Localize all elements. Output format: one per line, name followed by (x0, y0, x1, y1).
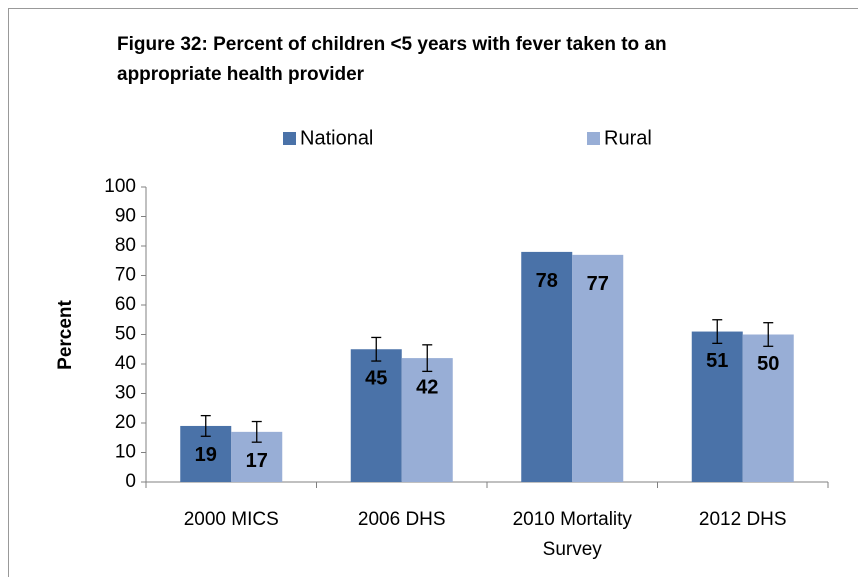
legend-swatch (283, 132, 296, 145)
data-label: 42 (416, 376, 438, 398)
y-tick-label: 20 (115, 412, 136, 433)
y-tick-label: 70 (115, 265, 136, 286)
y-tick-label: 40 (115, 353, 136, 374)
data-label: 50 (757, 353, 779, 375)
y-tick-label: 90 (115, 206, 136, 227)
legend-label: Rural (604, 127, 652, 149)
y-tick-label: 50 (115, 324, 136, 345)
legend-label: National (300, 127, 373, 149)
bar (742, 334, 794, 482)
bar (691, 331, 743, 482)
y-tick-label: 30 (115, 383, 136, 404)
y-tick-label: 10 (115, 442, 136, 463)
bar (350, 349, 402, 482)
bar (572, 254, 624, 482)
data-label: 45 (365, 368, 387, 390)
data-label: 17 (246, 450, 268, 472)
data-label: 78 (536, 270, 558, 292)
bar (521, 251, 573, 482)
data-label: 19 (195, 444, 217, 466)
legend-swatch (587, 132, 600, 145)
y-tick-label: 0 (125, 471, 136, 492)
y-tick-label: 60 (115, 294, 136, 315)
data-label: 77 (587, 273, 609, 295)
y-tick-label: 100 (104, 176, 136, 197)
y-axis-label: Percent (55, 299, 76, 369)
chart-title: Figure 32: Percent of children <5 years … (117, 34, 667, 85)
y-tick-label: 80 (115, 235, 136, 256)
x-tick-label: 2012 DHS (698, 509, 787, 530)
bar (401, 358, 453, 482)
x-tick-label: 2006 DHS (357, 509, 446, 530)
data-label: 51 (706, 350, 728, 372)
x-tick-label: 2010 Mortality Survey (512, 509, 632, 560)
chart-border (8, 8, 858, 577)
x-tick-label: 2000 MICS (183, 509, 279, 530)
